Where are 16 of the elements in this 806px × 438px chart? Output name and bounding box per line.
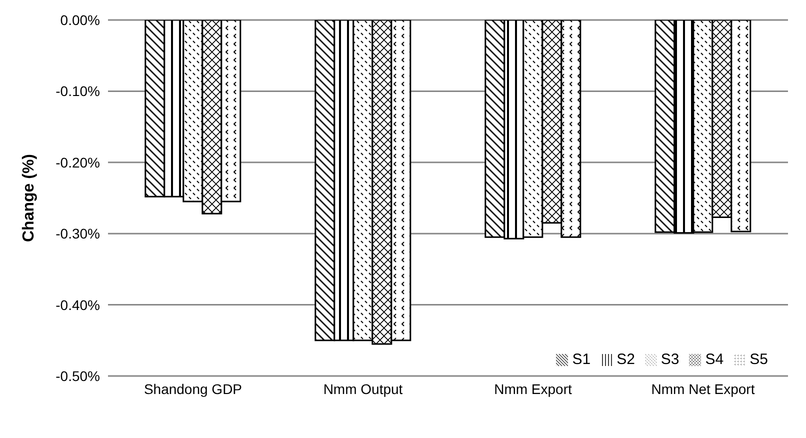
y-tick-label: -0.50% bbox=[56, 368, 100, 384]
legend-label: S5 bbox=[750, 351, 768, 368]
x-tick-label: Nmm Output bbox=[323, 380, 403, 397]
y-tick-label: 0.00% bbox=[60, 12, 100, 28]
x-tick-label: Nmm Export bbox=[494, 380, 572, 397]
legend-label: S4 bbox=[705, 351, 724, 368]
legend-label: S1 bbox=[572, 351, 591, 368]
y-tick-label: -0.40% bbox=[56, 296, 100, 313]
y-tick-label: -0.30% bbox=[56, 226, 100, 242]
y-tick-label: -0.10% bbox=[56, 83, 100, 100]
x-tick-label: Nmm Net Export bbox=[651, 380, 755, 397]
y-axis-title: Change (%) bbox=[20, 154, 38, 242]
legend-label: S2 bbox=[616, 351, 635, 368]
y-tick-label: -0.20% bbox=[56, 154, 100, 170]
x-tick-label: Shandong GDP bbox=[144, 380, 242, 397]
legend-label: S3 bbox=[660, 351, 680, 368]
